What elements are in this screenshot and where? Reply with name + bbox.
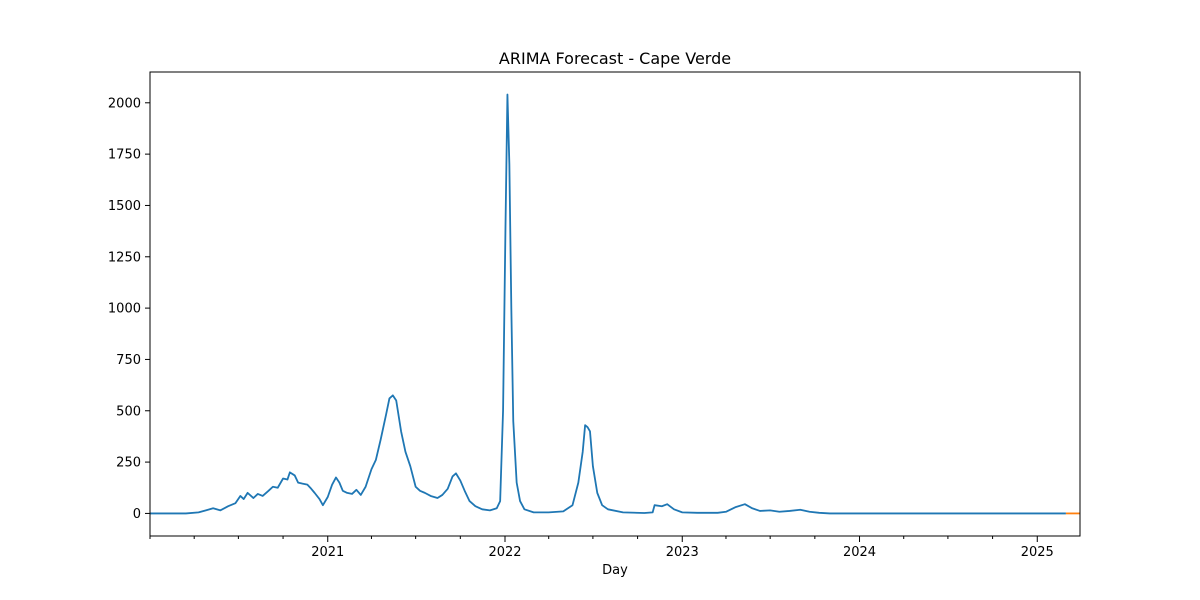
y-tick-label-8: 2000 — [108, 96, 141, 111]
y-tick-label-2: 500 — [116, 404, 141, 419]
x-tick-label-3: 2024 — [843, 545, 876, 560]
x-tick-label-2: 2023 — [666, 545, 699, 560]
y-tick-label-6: 1500 — [108, 199, 141, 214]
x-axis-title: Day — [602, 563, 628, 578]
chart-title: ARIMA Forecast - Cape Verde — [499, 49, 731, 68]
series-layer — [150, 93, 1080, 515]
y-tick-label-7: 1750 — [108, 148, 141, 163]
x-axis: 2021 2022 2023 2024 2025 — [149, 536, 1054, 560]
x-tick-label-0: 2021 — [311, 545, 344, 560]
x-tick-label-4: 2025 — [1021, 545, 1054, 560]
y-tick-label-5: 1250 — [108, 250, 141, 265]
y-axis: 0 250 500 750 1000 1250 1500 1750 2000 — [108, 96, 150, 522]
y-tick-label-1: 250 — [116, 456, 141, 471]
series-line-0 — [150, 93, 1066, 515]
x-tick-label-1: 2022 — [488, 545, 521, 560]
plot-frame — [149, 71, 1081, 537]
y-tick-label-3: 750 — [116, 353, 141, 368]
y-tick-label-4: 1000 — [108, 302, 141, 317]
y-tick-label-0: 0 — [133, 507, 141, 522]
